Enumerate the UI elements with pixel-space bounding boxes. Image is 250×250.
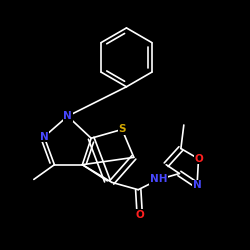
Text: N: N bbox=[40, 132, 48, 142]
Text: O: O bbox=[135, 210, 144, 220]
Text: NH: NH bbox=[150, 174, 168, 184]
Text: S: S bbox=[118, 124, 126, 134]
Text: O: O bbox=[194, 154, 203, 164]
Text: N: N bbox=[63, 111, 72, 121]
Text: N: N bbox=[193, 180, 202, 190]
